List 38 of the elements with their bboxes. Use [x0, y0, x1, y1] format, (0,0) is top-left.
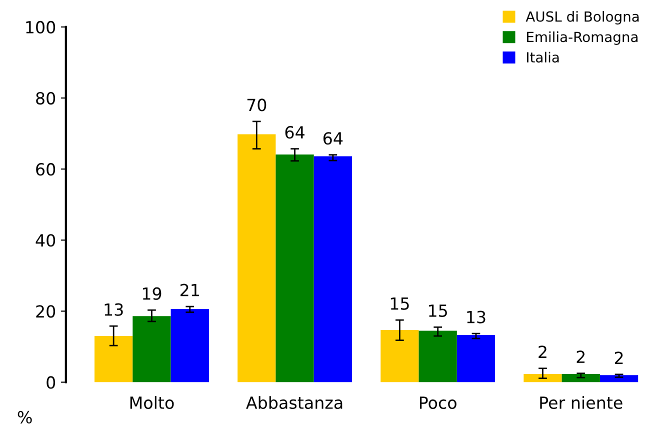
- legend-label: Emilia-Romagna: [527, 31, 638, 45]
- data-label: 13: [467, 310, 486, 324]
- data-label: 64: [285, 126, 304, 139]
- y-axis-title: %: [18, 410, 32, 424]
- y-tick-label: 20: [36, 305, 56, 318]
- x-tick-label: Poco: [420, 396, 456, 409]
- data-label: 21: [180, 284, 199, 296]
- x-tick-label: Abbastanza: [246, 396, 342, 409]
- bar: [600, 375, 638, 382]
- bar: [276, 154, 314, 382]
- data-label: 2: [538, 346, 546, 358]
- bar: [170, 309, 209, 382]
- bar: [132, 316, 171, 382]
- y-tick-label: 60: [36, 163, 56, 176]
- x-tick-label: Molto: [130, 396, 174, 409]
- y-tick-label: 100: [26, 20, 56, 34]
- data-label: 15: [429, 304, 447, 317]
- bar: [456, 334, 496, 382]
- legend-label: AUSL di Bologna: [526, 11, 639, 24]
- bar: [94, 336, 133, 382]
- y-tick-label: 40: [36, 234, 56, 247]
- data-label: 2: [614, 352, 623, 364]
- data-label: 2: [576, 350, 585, 363]
- y-tick-label: 0: [46, 376, 56, 389]
- data-label: 15: [390, 297, 409, 310]
- bar: [524, 374, 562, 382]
- bar: [380, 330, 419, 382]
- bar: [562, 374, 600, 382]
- data-label: 70: [247, 98, 266, 112]
- x-tick-label: Per niente: [540, 396, 622, 409]
- legend-label: Italia: [527, 52, 559, 63]
- bar: [238, 134, 276, 382]
- data-label: 64: [323, 132, 343, 145]
- data-label: 13: [104, 303, 123, 316]
- data-label: 19: [142, 287, 162, 300]
- y-tick-label: 80: [36, 92, 56, 105]
- bar: [418, 330, 457, 382]
- bar: [314, 156, 352, 382]
